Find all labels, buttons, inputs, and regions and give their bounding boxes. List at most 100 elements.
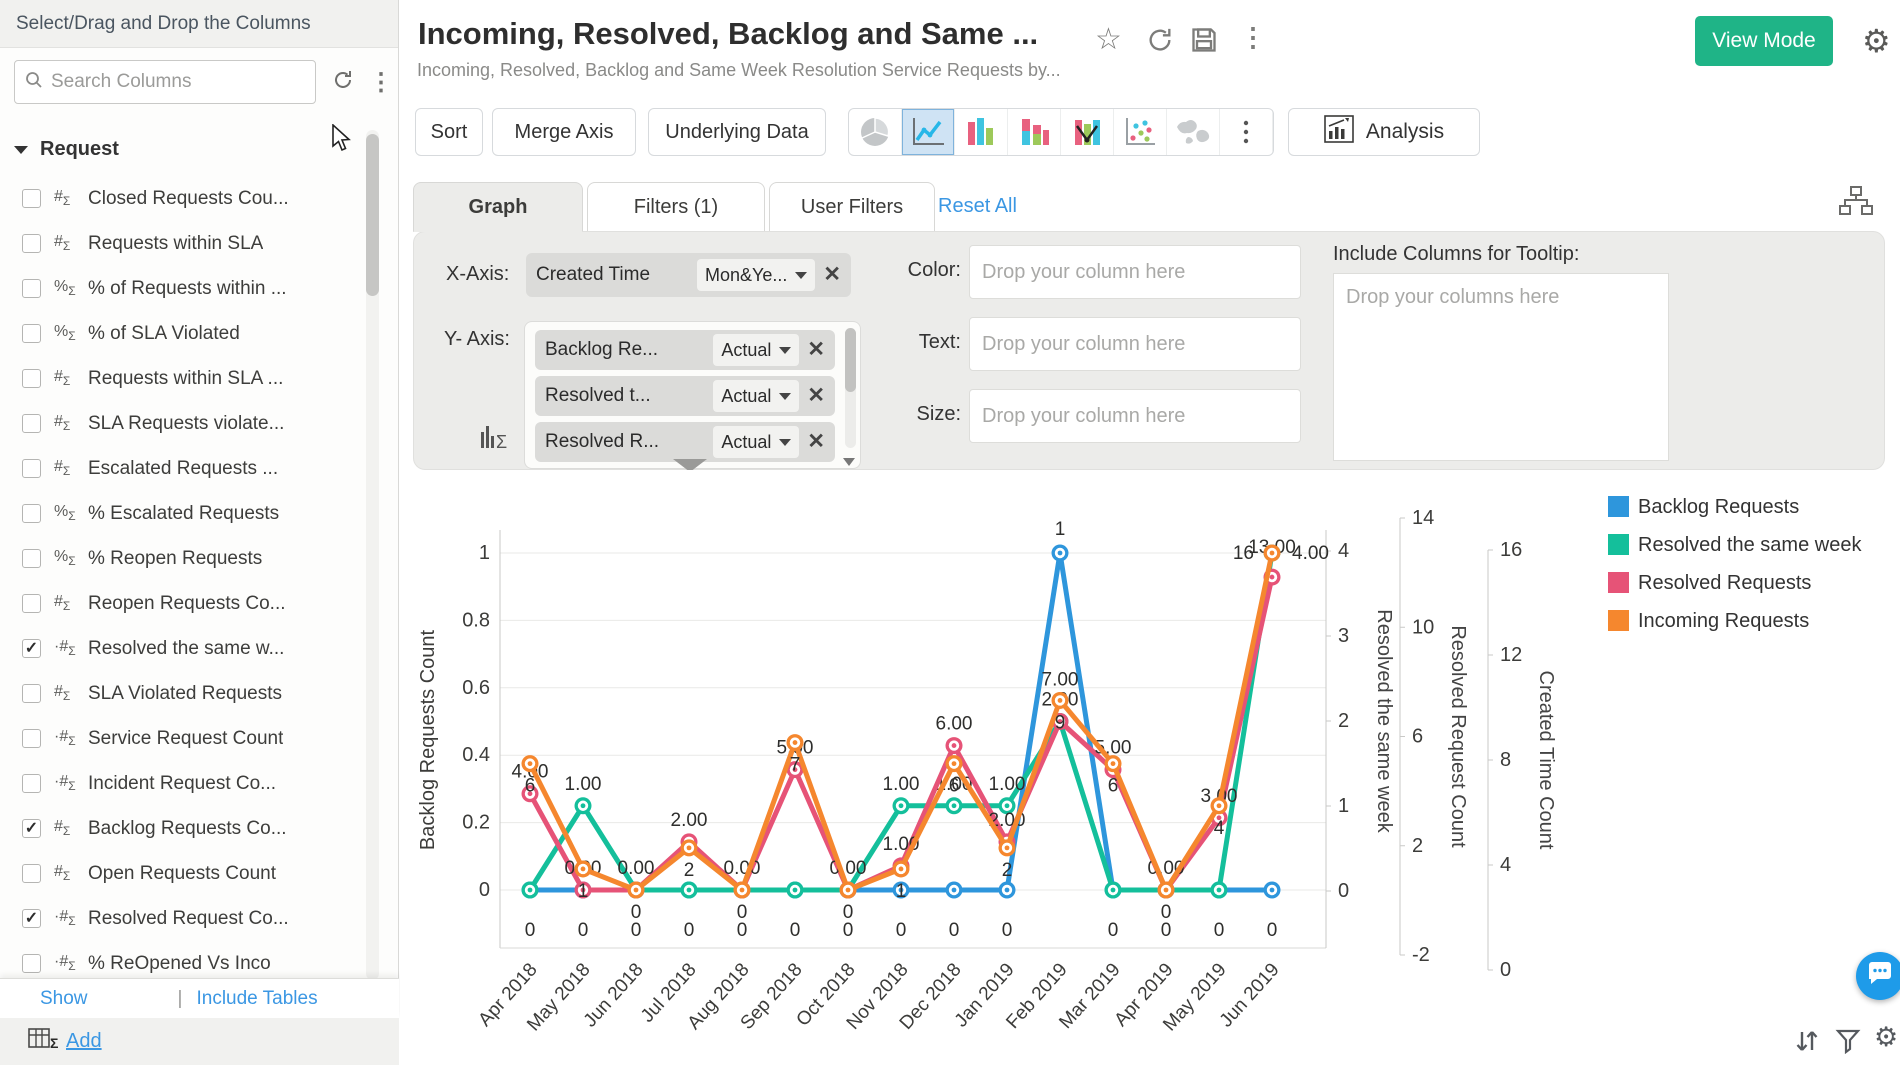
y-axis-agg-dropdown[interactable]: Actual xyxy=(713,334,799,366)
underlying-data-button[interactable]: Underlying Data xyxy=(648,108,826,156)
legend-swatch[interactable] xyxy=(1608,572,1629,593)
legend-label[interactable]: Resolved Requests xyxy=(1638,572,1811,594)
checkbox-unchecked[interactable] xyxy=(22,549,41,568)
y-axis-agg-dropdown[interactable]: Actual xyxy=(713,426,799,458)
sidebar-more-icon[interactable]: ⋮ xyxy=(369,68,393,97)
tab-user-filters[interactable]: User Filters xyxy=(769,182,935,232)
color-dropzone[interactable]: Drop your column here xyxy=(969,245,1301,299)
search-input[interactable] xyxy=(51,71,301,93)
stacked-bar-icon[interactable] xyxy=(1008,109,1061,155)
sidebar-group-request[interactable]: Request xyxy=(14,138,119,161)
checkbox-unchecked[interactable] xyxy=(22,954,41,973)
y-axis-agg-dropdown[interactable]: Actual xyxy=(713,380,799,412)
title-more-icon[interactable]: ⋮ xyxy=(1240,22,1266,53)
scatter-chart-icon[interactable] xyxy=(1114,109,1167,155)
column-list-item[interactable]: %Σ% of Requests within ... xyxy=(0,266,365,311)
column-list-item[interactable]: %Σ% Escalated Requests xyxy=(0,491,365,536)
remove-y-axis-icon[interactable]: ✕ xyxy=(807,386,825,406)
checkbox-unchecked[interactable] xyxy=(22,324,41,343)
size-dropzone[interactable]: Drop your column here xyxy=(969,389,1301,443)
column-list-item[interactable]: ✓·#ΣResolved the same w... xyxy=(0,626,365,671)
line-chart[interactable]: 10.80.60.40.20Backlog Requests CountApr … xyxy=(400,470,1900,1065)
bar-chart-icon[interactable] xyxy=(955,109,1008,155)
scroll-down-icon[interactable] xyxy=(843,458,855,466)
include-tables-link[interactable]: Include Tables xyxy=(196,988,317,1010)
checkbox-unchecked[interactable] xyxy=(22,774,41,793)
chat-fab[interactable] xyxy=(1856,952,1900,1000)
y-axis-scrollbar[interactable] xyxy=(845,328,856,448)
column-list-item[interactable]: #ΣSLA Requests violate... xyxy=(0,401,365,446)
remove-y-axis-icon[interactable]: ✕ xyxy=(807,432,825,452)
gear-icon[interactable]: ⚙ xyxy=(1862,22,1891,60)
checkbox-unchecked[interactable] xyxy=(22,459,41,478)
legend-swatch[interactable] xyxy=(1608,496,1629,517)
refresh-icon[interactable] xyxy=(1146,26,1174,59)
checkbox-unchecked[interactable] xyxy=(22,594,41,613)
legend-label[interactable]: Resolved the same week xyxy=(1638,534,1862,556)
y-axis-pill[interactable]: Resolved t...Actual✕ xyxy=(535,376,835,416)
scrollbar-thumb[interactable] xyxy=(366,134,379,296)
column-list-item[interactable]: ✓#ΣBacklog Requests Co... xyxy=(0,806,365,851)
add-link[interactable]: Add xyxy=(66,1030,102,1053)
x-axis-agg-dropdown[interactable]: Mon&Ye... xyxy=(697,259,815,291)
line-chart-icon[interactable] xyxy=(902,109,955,155)
y-axis-pill[interactable]: Backlog Re...Actual✕ xyxy=(535,330,835,370)
star-icon[interactable]: ☆ xyxy=(1095,22,1122,57)
x-axis-pill[interactable]: Created Time Mon&Ye... ✕ xyxy=(526,253,851,297)
checkbox-unchecked[interactable] xyxy=(22,729,41,748)
sidebar-scrollbar[interactable] xyxy=(366,130,379,980)
more-charts-icon[interactable] xyxy=(1220,109,1273,155)
y-axis-pill[interactable]: Resolved R...Actual✕ xyxy=(535,422,835,462)
legend-swatch[interactable] xyxy=(1608,610,1629,631)
checkbox-unchecked[interactable] xyxy=(22,864,41,883)
hierarchy-icon[interactable] xyxy=(1838,186,1874,221)
remove-x-axis-icon[interactable]: ✕ xyxy=(823,265,841,285)
scrollbar-thumb[interactable] xyxy=(845,328,856,392)
legend-swatch[interactable] xyxy=(1608,534,1629,555)
legend-label[interactable]: Backlog Requests xyxy=(1638,496,1799,518)
map-chart-icon[interactable] xyxy=(1167,109,1220,155)
text-dropzone[interactable]: Drop your column here xyxy=(969,317,1301,371)
column-list-item[interactable]: ·#ΣIncident Request Co... xyxy=(0,761,365,806)
legend-label[interactable]: Incoming Requests xyxy=(1638,610,1809,632)
column-list-item[interactable]: #ΣRequests within SLA xyxy=(0,221,365,266)
analysis-button[interactable]: Analysis xyxy=(1288,108,1480,156)
column-list-item[interactable]: #ΣEscalated Requests ... xyxy=(0,446,365,491)
column-list-item[interactable]: #ΣSLA Violated Requests xyxy=(0,671,365,716)
column-list-item[interactable]: #ΣOpen Requests Count xyxy=(0,851,365,896)
settings-icon[interactable]: ⚙ xyxy=(1874,1022,1898,1053)
column-list-item[interactable]: %Σ% Reopen Requests xyxy=(0,536,365,581)
checkbox-unchecked[interactable] xyxy=(22,234,41,253)
save-icon[interactable] xyxy=(1190,26,1218,59)
column-list-item[interactable]: ·#ΣService Request Count xyxy=(0,716,365,761)
merge-axis-button[interactable]: Merge Axis xyxy=(492,108,636,156)
checkbox-checked[interactable]: ✓ xyxy=(22,909,41,928)
checkbox-unchecked[interactable] xyxy=(22,189,41,208)
checkbox-unchecked[interactable] xyxy=(22,684,41,703)
combo-chart-icon[interactable] xyxy=(1061,109,1114,155)
show-link[interactable]: Show xyxy=(40,988,88,1010)
column-list-item[interactable]: ✓·#ΣResolved Request Co... xyxy=(0,896,365,941)
filter-icon[interactable] xyxy=(1835,1028,1863,1059)
remove-y-axis-icon[interactable]: ✕ xyxy=(807,340,825,360)
checkbox-checked[interactable]: ✓ xyxy=(22,819,41,838)
checkbox-unchecked[interactable] xyxy=(22,414,41,433)
checkbox-unchecked[interactable] xyxy=(22,369,41,388)
tab-filters[interactable]: Filters (1) xyxy=(587,182,765,232)
sort-rows-icon[interactable] xyxy=(1793,1028,1821,1059)
tooltip-dropzone[interactable]: Drop your columns here xyxy=(1333,273,1669,461)
search-box[interactable] xyxy=(14,60,316,104)
column-list-item[interactable]: #ΣRequests within SLA ... xyxy=(0,356,365,401)
reset-all-link[interactable]: Reset All xyxy=(938,195,1017,218)
axis-sort-icon[interactable]: Σ xyxy=(479,424,515,457)
checkbox-checked[interactable]: ✓ xyxy=(22,639,41,658)
checkbox-unchecked[interactable] xyxy=(22,279,41,298)
pie-chart-icon[interactable] xyxy=(849,109,902,155)
sort-button[interactable]: Sort xyxy=(415,108,483,156)
checkbox-unchecked[interactable] xyxy=(22,504,41,523)
column-list-item[interactable]: %Σ% of SLA Violated xyxy=(0,311,365,356)
tab-graph[interactable]: Graph xyxy=(413,182,583,232)
refresh-columns-icon[interactable] xyxy=(331,68,355,97)
column-list-item[interactable]: #ΣReopen Requests Co... xyxy=(0,581,365,626)
column-list-item[interactable]: #ΣClosed Requests Cou... xyxy=(0,176,365,221)
